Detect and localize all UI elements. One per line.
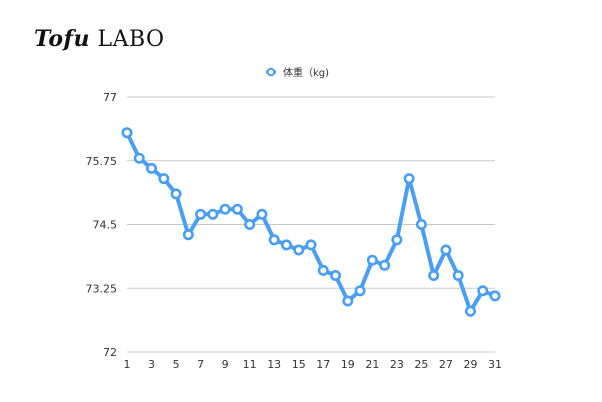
- legend-marker: [266, 67, 276, 77]
- x-tick-label: 13: [267, 358, 281, 371]
- data-point: [415, 219, 427, 231]
- x-tick-label: 7: [197, 358, 204, 371]
- x-tick-label: 9: [222, 358, 229, 371]
- data-point: [293, 244, 305, 256]
- x-tick-label: 5: [173, 358, 180, 371]
- data-point: [158, 173, 170, 185]
- x-axis: 1 3 5 7 9 11 13 15 17 19 21 23 25 27 29 31: [124, 358, 503, 371]
- x-tick-label: 11: [243, 358, 257, 371]
- data-point: [342, 295, 354, 307]
- data-point: [121, 127, 133, 139]
- x-tick-label: 29: [463, 358, 477, 371]
- data-point: [207, 208, 219, 220]
- data-point: [366, 254, 378, 266]
- x-tick-label: 25: [414, 358, 428, 371]
- logo-word-labo: LABO: [97, 27, 165, 52]
- data-point: [280, 239, 292, 251]
- x-tick-label: 27: [439, 358, 453, 371]
- data-point: [477, 285, 489, 297]
- data-point: [379, 259, 391, 271]
- data-point: [452, 269, 464, 281]
- x-tick-label: 1: [124, 358, 131, 371]
- data-point: [182, 229, 194, 241]
- data-point: [403, 173, 415, 185]
- data-point: [195, 208, 207, 220]
- x-tick-label: 23: [390, 358, 404, 371]
- x-tick-label: 21: [365, 358, 379, 371]
- x-tick-label: 19: [341, 358, 355, 371]
- data-point: [256, 208, 268, 220]
- y-tick-label: 75.75: [86, 155, 118, 168]
- data-point: [146, 162, 158, 174]
- x-tick-label: 17: [316, 358, 330, 371]
- chart-legend: 体重（kg): [266, 66, 329, 79]
- chart-grid: [127, 96, 495, 353]
- data-point: [244, 219, 256, 231]
- data-point: [330, 269, 342, 281]
- y-tick-label: 72: [103, 346, 117, 359]
- y-axis: 72 73.25 74.5 75.75 77: [86, 91, 118, 359]
- data-point: [317, 264, 329, 276]
- data-point: [219, 203, 231, 215]
- data-point: [391, 234, 403, 246]
- data-point: [464, 305, 476, 317]
- x-tick-label: 15: [292, 358, 306, 371]
- x-tick-label: 31: [488, 358, 502, 371]
- y-tick-label: 73.25: [86, 282, 118, 295]
- data-point: [428, 269, 440, 281]
- data-point: [231, 203, 243, 215]
- data-point: [489, 290, 501, 302]
- y-tick-label: 77: [103, 91, 117, 104]
- brand-logo: Tofu LABO: [34, 26, 165, 52]
- data-point: [133, 152, 145, 164]
- data-point: [305, 239, 317, 251]
- data-point: [440, 244, 452, 256]
- y-tick-label: 74.5: [93, 219, 118, 232]
- legend-label: 体重（kg): [283, 66, 329, 79]
- x-tick-label: 3: [148, 358, 155, 371]
- data-point: [268, 234, 280, 246]
- chart-series: [121, 127, 501, 317]
- data-point: [354, 285, 366, 297]
- data-point: [170, 188, 182, 200]
- logo-word-tofu: Tofu: [34, 26, 90, 52]
- series-line: [125, 130, 497, 314]
